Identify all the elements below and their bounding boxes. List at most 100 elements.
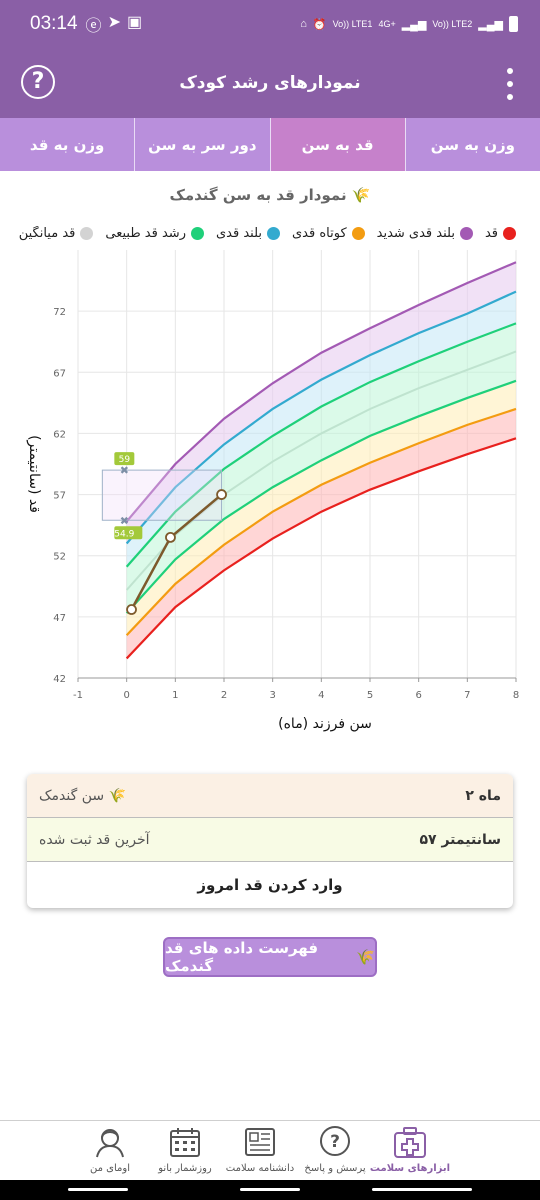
chart-heading-text: نمودار قد به سن گندمک: [169, 186, 347, 204]
height-data-list-button[interactable]: فهرست داده های قد گندمک 🌾: [163, 937, 377, 977]
app-bar: ? نمودارهای رشد کودک: [0, 48, 540, 118]
y-tick-label: 42: [53, 674, 66, 685]
band-green_low: [126, 351, 517, 614]
legend-label: قد: [484, 226, 498, 241]
tab-weight-for-age[interactable]: وزن به سن: [404, 118, 540, 171]
nav-label: اومای من: [90, 1163, 130, 1174]
legend-item-very-tall[interactable]: بلند قدی شدید: [377, 226, 473, 241]
help-button[interactable]: ?: [21, 65, 55, 99]
legend-dot-red: [503, 227, 516, 240]
legend-item-average[interactable]: قد میانگین: [19, 226, 94, 241]
child-height-point: [216, 489, 227, 500]
x-tick-label: 2: [221, 690, 227, 701]
legend-dot-orange: [351, 227, 365, 240]
calendar-icon: [170, 1128, 200, 1157]
tab-head-for-age[interactable]: دور سر به سن: [134, 118, 269, 171]
range-label-bg-upper: [114, 452, 135, 466]
svg-text:?: ?: [330, 1132, 340, 1152]
x-tick-label: -1: [73, 690, 83, 701]
e-icon: ⓔ: [85, 18, 102, 35]
legend-item-short[interactable]: کوتاه قدی: [292, 226, 365, 241]
status-bar: 03:14 ⓔ ➤ ▣ ⌂ ⏰ Vo)) LTE1 4G+ ▂▄▆ Vo)) L…: [0, 0, 540, 48]
nav-label: ابزارهای سلامت: [369, 1163, 451, 1174]
nav-health-tools[interactable]: ابزارهای سلامت: [365, 1125, 455, 1174]
signal-2-icon: ▂▄▆: [478, 18, 503, 31]
x-tick-label: 6: [415, 690, 421, 701]
status-left: 03:14 ⓔ ➤ ▣: [30, 12, 142, 36]
signal-icon: ▂▄▆: [401, 18, 427, 31]
nav-calendar[interactable]: روزشمار بانو: [140, 1125, 230, 1174]
x-tick-label: 8: [513, 690, 519, 701]
battery-icon: [509, 16, 518, 32]
nav-label: پرسش و پاسخ: [304, 1163, 366, 1174]
y-tick-label: 57: [53, 491, 66, 502]
user-avatar-icon: [96, 1129, 124, 1158]
clock: 03:14: [30, 13, 78, 34]
network-4g: 4G+: [378, 18, 396, 29]
tab-weight-for-height[interactable]: وزن به قد: [29, 135, 105, 154]
curve-orange: [125, 407, 517, 636]
legend-dot-gray: [80, 227, 94, 240]
x-tick-label: 3: [269, 690, 275, 701]
chart-tabs: وزن به قد دور سر به سن قد به سن وزن به س…: [0, 118, 540, 171]
x-tick-label: 1: [172, 690, 178, 701]
medical-kit-icon: [394, 1127, 426, 1158]
curve-red: [125, 437, 517, 660]
range-marker-upper: ✖: [120, 464, 129, 477]
x-tick-label: 4: [318, 690, 324, 701]
curve-green_low: [125, 379, 517, 614]
legend-dot-green: [190, 227, 204, 240]
y-tick-label: 62: [53, 429, 66, 440]
last-height-value: ۵۷ سانتیمتر: [419, 831, 502, 848]
y-tick-label: 52: [53, 552, 66, 563]
legend-dot-blue: [267, 227, 280, 240]
chart-heading: نمودار قد به سن گندمک 🌾: [0, 186, 540, 204]
wheat-icon: 🌾: [356, 948, 375, 966]
legend-label: بلند قدی شدید: [376, 226, 455, 241]
x-axis-label: سن فرزند (ماه): [278, 716, 372, 732]
more-menu-icon[interactable]: [506, 68, 514, 100]
telegram-icon: ➤: [107, 14, 121, 31]
range-box: [101, 469, 223, 521]
bottom-nav: ابزارهای سلامت ? پرسش و پاسخ دانشنامه سل…: [0, 1120, 540, 1178]
lock-icon: ⌂: [300, 18, 307, 30]
y-tick-label: 72: [53, 307, 66, 318]
y-tick-label: 47: [53, 613, 66, 624]
last-height-row: آخرین قد ثبت شده ۵۷ سانتیمتر: [27, 818, 513, 862]
legend-label: بلند قدی: [215, 226, 262, 241]
legend-dot-purple: [459, 227, 473, 240]
nav-encyclopedia[interactable]: دانشنامه سلامت: [215, 1125, 305, 1174]
nav-my-profile[interactable]: اومای من: [65, 1125, 155, 1174]
page-title: نمودارهای رشد کودک: [179, 73, 361, 93]
legend-item-normal[interactable]: رشد قد طبیعی: [105, 226, 204, 241]
age-value: ۲ ماه: [465, 787, 501, 804]
nav-qa[interactable]: ? پرسش و پاسخ: [290, 1125, 380, 1174]
chart-legend: قد بلند قدی شدید کوتاه قدی بلند قدی رشد …: [0, 226, 540, 246]
legend-label: کوتاه قدی: [292, 226, 347, 241]
question-bubble-icon: ?: [320, 1126, 350, 1156]
legend-item-height[interactable]: قد: [485, 226, 516, 241]
wheat-icon: 🌾: [108, 787, 126, 804]
legend-label: رشد قد طبیعی: [105, 226, 186, 241]
range-label-upper: 59: [119, 455, 131, 465]
list-button-label: فهرست داده های قد گندمک: [165, 939, 319, 975]
legend-item-tall[interactable]: بلند قدی: [216, 226, 280, 241]
curve-median: [125, 350, 517, 591]
enter-height-button[interactable]: وارد کردن قد امروز: [197, 876, 343, 894]
band-median: [126, 323, 517, 590]
nav-label: دانشنامه سلامت: [225, 1163, 295, 1174]
band-orange: [126, 380, 517, 636]
legend-label: قد میانگین: [18, 226, 76, 241]
y-axis-label: قد (سانتیمتر): [26, 435, 42, 513]
x-tick-label: 7: [464, 690, 470, 701]
tab-height-for-age[interactable]: قد به سن: [269, 118, 405, 171]
network-2: Vo)) LTE2: [432, 18, 473, 29]
range-marker-lower: ✖: [120, 514, 129, 527]
range-label-bg-lower: [114, 526, 143, 540]
range-label-lower: 54.9: [114, 529, 134, 539]
encyclopedia-icon: [245, 1128, 275, 1156]
info-card: سن گندمک 🌾 ۲ ماه آخرین قد ثبت شده ۵۷ سان…: [27, 774, 513, 908]
curve-blue: [125, 290, 517, 545]
band-red: [126, 408, 517, 659]
